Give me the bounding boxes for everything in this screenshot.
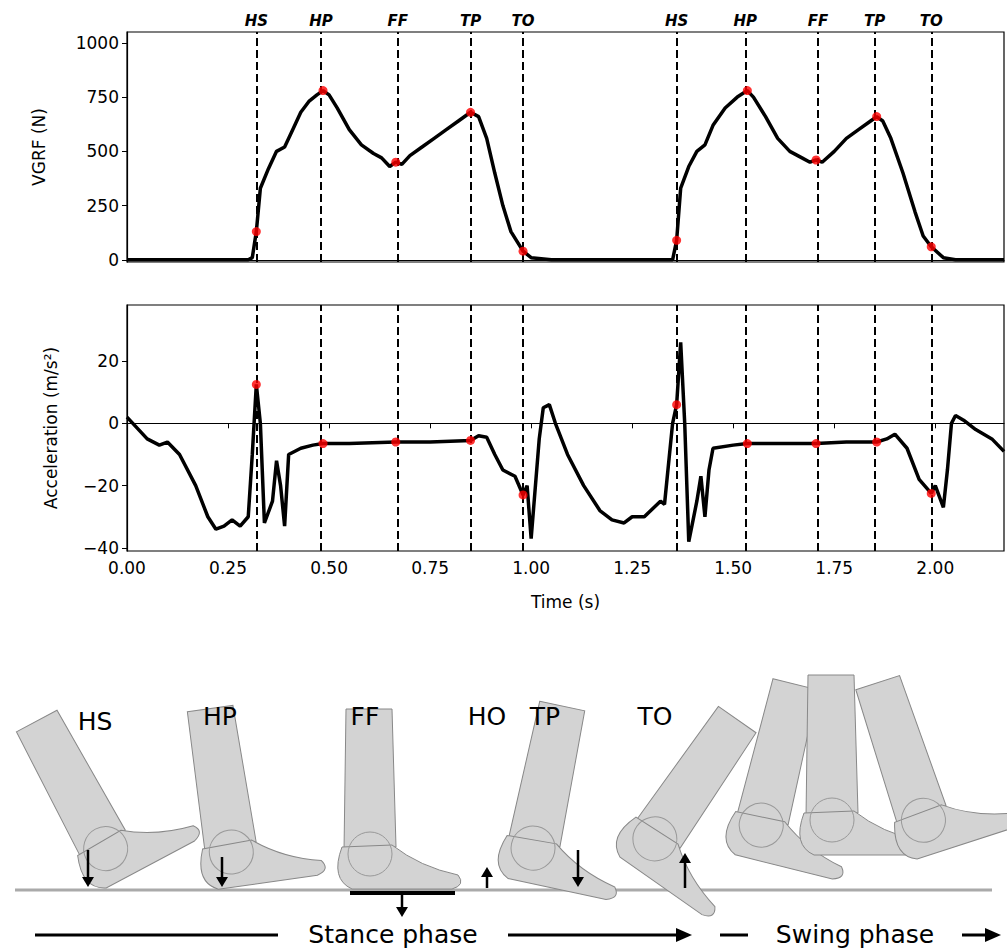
svg-text:Stance phase: Stance phase bbox=[308, 920, 477, 949]
svg-text:Time (s): Time (s) bbox=[530, 592, 600, 612]
svg-text:1.00: 1.00 bbox=[512, 558, 550, 578]
svg-text:0: 0 bbox=[108, 250, 119, 270]
svg-text:HS: HS bbox=[245, 12, 268, 30]
svg-text:500: 500 bbox=[87, 141, 119, 161]
svg-text:HP: HP bbox=[734, 12, 758, 30]
svg-text:Swing phase: Swing phase bbox=[776, 920, 934, 949]
svg-text:TO: TO bbox=[512, 12, 535, 30]
svg-text:−40: −40 bbox=[83, 538, 119, 558]
svg-text:FF: FF bbox=[351, 702, 380, 731]
svg-text:TP: TP bbox=[460, 12, 481, 30]
svg-text:0: 0 bbox=[108, 413, 119, 433]
svg-text:HO: HO bbox=[468, 702, 506, 731]
svg-text:750: 750 bbox=[87, 87, 119, 107]
svg-text:HP: HP bbox=[203, 702, 237, 731]
svg-text:FF: FF bbox=[808, 12, 829, 30]
svg-text:1.50: 1.50 bbox=[714, 558, 752, 578]
svg-text:1.25: 1.25 bbox=[613, 558, 651, 578]
svg-text:250: 250 bbox=[87, 196, 119, 216]
svg-text:20: 20 bbox=[97, 351, 119, 371]
svg-text:−20: −20 bbox=[83, 476, 119, 496]
svg-text:TO: TO bbox=[920, 12, 943, 30]
svg-text:HS: HS bbox=[78, 707, 113, 736]
svg-text:0.25: 0.25 bbox=[209, 558, 247, 578]
svg-text:0.50: 0.50 bbox=[310, 558, 348, 578]
svg-text:0.75: 0.75 bbox=[411, 558, 449, 578]
svg-text:0.00: 0.00 bbox=[108, 558, 146, 578]
svg-text:1000: 1000 bbox=[76, 33, 119, 53]
svg-text:HP: HP bbox=[309, 12, 333, 30]
svg-text:1.75: 1.75 bbox=[815, 558, 853, 578]
svg-text:Acceleration (m/s²): Acceleration (m/s²) bbox=[41, 347, 61, 509]
svg-text:TO: TO bbox=[637, 702, 673, 731]
svg-text:FF: FF bbox=[388, 12, 409, 30]
svg-text:TP: TP bbox=[529, 702, 560, 731]
svg-text:HS: HS bbox=[665, 12, 688, 30]
svg-text:TP: TP bbox=[864, 12, 885, 30]
svg-text:VGRF (N): VGRF (N) bbox=[29, 108, 49, 186]
svg-text:2.00: 2.00 bbox=[916, 558, 954, 578]
